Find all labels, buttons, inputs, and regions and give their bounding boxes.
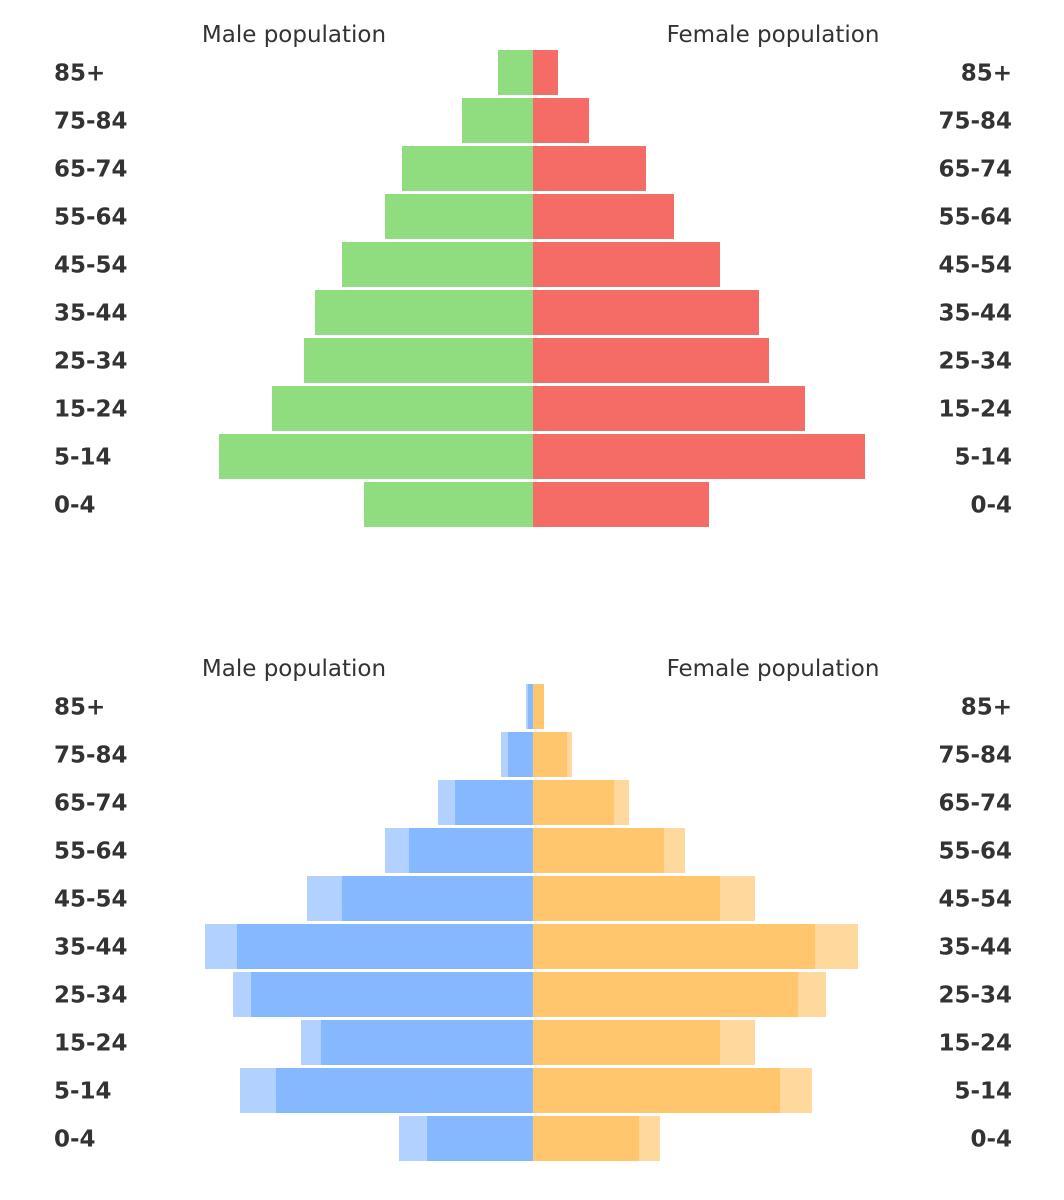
age-label-left: 0-4 (54, 493, 96, 519)
female-bar-0-4 (533, 482, 709, 527)
age-label-left: 0-4 (54, 1127, 96, 1153)
female-inner-bar-5-14 (533, 1068, 780, 1113)
age-label-left: 5-14 (54, 1079, 112, 1105)
male-inner-bar-45-54 (342, 876, 533, 921)
female-inner-bar-75-84 (533, 732, 567, 777)
female-bar-55-64 (533, 194, 674, 239)
male-bar-0-4 (364, 482, 533, 527)
male-population-header: Male population (202, 22, 386, 48)
age-label-left: 35-44 (54, 301, 128, 327)
age-label-right: 65-74 (938, 791, 1012, 817)
female-bar-15-24 (533, 386, 805, 431)
male-inner-bar-25-34 (251, 972, 533, 1017)
age-label-left: 35-44 (54, 935, 128, 961)
female-bar-85plus (533, 50, 558, 95)
male-bar-55-64 (385, 194, 533, 239)
female-inner-bar-25-34 (533, 972, 798, 1017)
female-bar-35-44 (533, 290, 759, 335)
age-label-left: 65-74 (54, 791, 128, 817)
age-label-right: 25-34 (938, 349, 1012, 375)
male-inner-bar-15-24 (321, 1020, 533, 1065)
female-bar-5-14 (533, 434, 865, 479)
age-label-right: 85+ (961, 695, 1012, 721)
age-label-right: 5-14 (954, 1079, 1012, 1105)
pyramid-chart-bottom: Male population Female population 85+ 85+ 75… (54, 656, 1012, 1161)
female-inner-bar-35-44 (533, 924, 815, 969)
age-label-left: 15-24 (54, 1031, 128, 1057)
male-bar-75-84 (462, 98, 533, 143)
male-bar-45-54 (342, 242, 533, 287)
age-label-left: 45-54 (54, 253, 128, 279)
age-label-right: 75-84 (938, 743, 1012, 769)
age-label-left: 55-64 (54, 205, 128, 231)
male-population-header: Male population (202, 656, 386, 682)
age-label-right: 85+ (961, 61, 1012, 87)
age-label-right: 0-4 (970, 1127, 1012, 1153)
age-label-right: 65-74 (938, 157, 1012, 183)
age-label-left: 85+ (54, 61, 105, 87)
age-label-left: 75-84 (54, 743, 128, 769)
age-label-left: 55-64 (54, 839, 128, 865)
female-bar-25-34 (533, 338, 769, 383)
male-bar-35-44 (315, 290, 533, 335)
male-bar-25-34 (304, 338, 533, 383)
male-inner-bar-5-14 (276, 1068, 533, 1113)
female-population-header: Female population (667, 22, 880, 48)
female-inner-bar-55-64 (533, 828, 664, 873)
age-label-right: 25-34 (938, 983, 1012, 1009)
male-inner-bar-65-74 (455, 780, 533, 825)
age-label-right: 55-64 (938, 205, 1012, 231)
pyramid-chart-top: Male population Female population 85+ 85+ 75… (54, 22, 1012, 527)
age-label-right: 0-4 (970, 493, 1012, 519)
age-label-left: 85+ (54, 695, 105, 721)
female-bar-45-54 (533, 242, 720, 287)
male-inner-bar-35-44 (237, 924, 533, 969)
age-label-left: 45-54 (54, 887, 128, 913)
male-inner-bar-75-84 (508, 732, 533, 777)
age-label-right: 15-24 (938, 397, 1012, 423)
male-bar-85plus (498, 50, 533, 95)
age-label-left: 75-84 (54, 109, 128, 135)
female-inner-bar-85plus (533, 684, 544, 729)
age-label-left: 25-34 (54, 983, 128, 1009)
female-inner-bar-15-24 (533, 1020, 720, 1065)
age-label-right: 5-14 (954, 445, 1012, 471)
age-label-right: 45-54 (938, 887, 1012, 913)
male-inner-bar-85plus (528, 684, 533, 729)
male-inner-bar-55-64 (409, 828, 533, 873)
age-label-left: 5-14 (54, 445, 112, 471)
female-inner-bar-0-4 (533, 1116, 639, 1161)
age-label-left: 25-34 (54, 349, 128, 375)
age-label-right: 55-64 (938, 839, 1012, 865)
male-bar-65-74 (402, 146, 533, 191)
female-population-header: Female population (667, 656, 880, 682)
male-bar-15-24 (272, 386, 533, 431)
age-label-right: 75-84 (938, 109, 1012, 135)
male-bar-5-14 (219, 434, 533, 479)
age-label-left: 15-24 (54, 397, 128, 423)
age-label-right: 35-44 (938, 301, 1012, 327)
female-bar-65-74 (533, 146, 646, 191)
age-label-right: 45-54 (938, 253, 1012, 279)
female-bar-75-84 (533, 98, 589, 143)
age-label-right: 15-24 (938, 1031, 1012, 1057)
female-inner-bar-65-74 (533, 780, 614, 825)
age-label-right: 35-44 (938, 935, 1012, 961)
male-inner-bar-0-4 (427, 1116, 533, 1161)
age-label-left: 65-74 (54, 157, 128, 183)
female-inner-bar-45-54 (533, 876, 720, 921)
